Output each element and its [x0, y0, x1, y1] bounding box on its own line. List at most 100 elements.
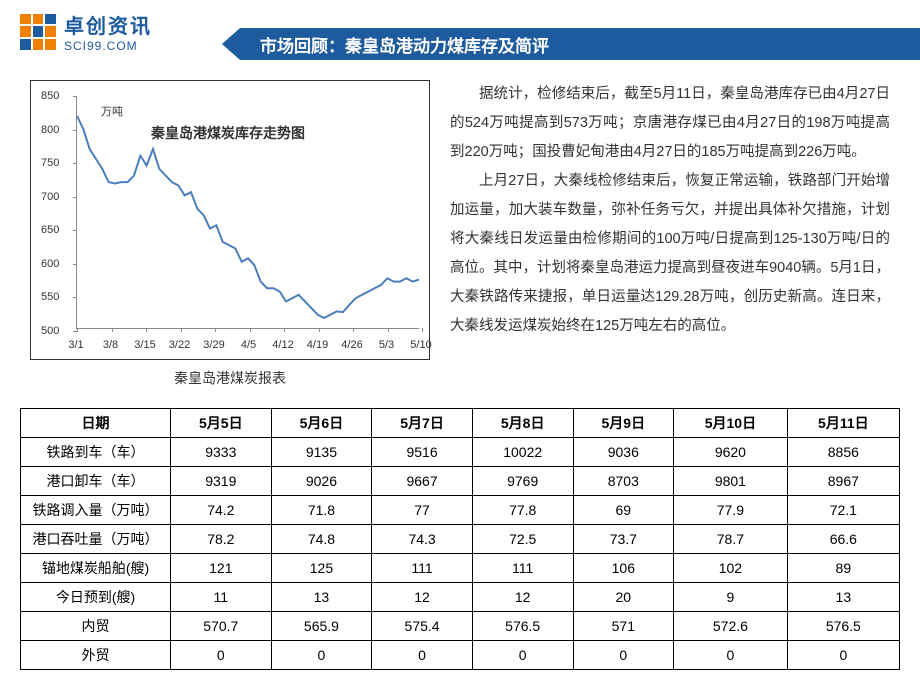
table-row: 铁路到车（车）93339135951610022903696208856 [21, 438, 900, 467]
table-cell: 0 [472, 641, 573, 670]
table-header-cell: 5月11日 [787, 409, 899, 438]
table-cell: 9135 [271, 438, 372, 467]
table-row: 外贸0000000 [21, 641, 900, 670]
x-axis-label: 3/8 [103, 339, 118, 351]
table-cell: 111 [472, 554, 573, 583]
table-row: 锚地煤炭船舶(艘)12112511111110610289 [21, 554, 900, 583]
table-cell: 9 [674, 583, 788, 612]
table-row: 港口卸车（车）9319902696679769870398018967 [21, 467, 900, 496]
table-cell: 13 [787, 583, 899, 612]
table-cell: 565.9 [271, 612, 372, 641]
table-cell: 102 [674, 554, 788, 583]
table-cell: 20 [573, 583, 674, 612]
chart-section: 万吨 秦皇岛港煤炭库存走势图 5005506006507007508008503… [30, 80, 430, 388]
table-cell: 72.1 [787, 496, 899, 525]
table-cell: 0 [171, 641, 272, 670]
table-cell: 0 [573, 641, 674, 670]
logo: 卓创资讯 SCI99.COM [20, 10, 152, 53]
table-cell: 8967 [787, 467, 899, 496]
table-row-label: 铁路到车（车） [21, 438, 171, 467]
table-cell: 72.5 [472, 525, 573, 554]
table-cell: 106 [573, 554, 674, 583]
y-axis-label: 500 [41, 325, 59, 337]
table-cell: 8703 [573, 467, 674, 496]
x-axis-label: 3/29 [203, 339, 224, 351]
x-axis-label: 3/22 [169, 339, 190, 351]
table-cell: 9801 [674, 467, 788, 496]
table-row: 铁路调入量（万吨）74.271.87777.86977.972.1 [21, 496, 900, 525]
table-cell: 78.7 [674, 525, 788, 554]
table-header-cell: 5月8日 [472, 409, 573, 438]
table-cell: 572.6 [674, 612, 788, 641]
table-cell: 9026 [271, 467, 372, 496]
x-axis-label: 5/3 [379, 339, 394, 351]
x-axis-label: 4/19 [307, 339, 328, 351]
table-cell: 12 [372, 583, 473, 612]
table-cell: 74.2 [171, 496, 272, 525]
table-cell: 576.5 [472, 612, 573, 641]
table-cell: 74.3 [372, 525, 473, 554]
table-cell: 9769 [472, 467, 573, 496]
x-axis-label: 4/12 [272, 339, 293, 351]
y-axis-label: 850 [41, 90, 59, 102]
table-cell: 9333 [171, 438, 272, 467]
table-cell: 78.2 [171, 525, 272, 554]
table-cell: 77.8 [472, 496, 573, 525]
table-cell: 11 [171, 583, 272, 612]
table-cell: 13 [271, 583, 372, 612]
table-row-label: 今日预到(艘) [21, 583, 171, 612]
table-cell: 9667 [372, 467, 473, 496]
chart-caption: 秦皇岛港煤炭报表 [30, 368, 430, 388]
table-row-label: 锚地煤炭船舶(艘) [21, 554, 171, 583]
table-header-cell: 5月6日 [271, 409, 372, 438]
chart-line-svg [77, 96, 419, 328]
table-cell: 111 [372, 554, 473, 583]
table-cell: 9319 [171, 467, 272, 496]
x-axis-label: 5/10 [410, 339, 431, 351]
table-row-label: 港口卸车（车） [21, 467, 171, 496]
table-cell: 0 [372, 641, 473, 670]
data-table: 日期5月5日5月6日5月7日5月8日5月9日5月10日5月11日 铁路到车（车）… [20, 408, 900, 670]
table-row: 港口吞吐量（万吨）78.274.874.372.573.778.766.6 [21, 525, 900, 554]
table-cell: 77.9 [674, 496, 788, 525]
table-cell: 71.8 [271, 496, 372, 525]
chart-box: 万吨 秦皇岛港煤炭库存走势图 5005506006507007508008503… [30, 80, 430, 360]
paragraph-1: 据统计，检修结束后，截至5月11日，秦皇岛港库存已由4月27日的524万吨提高到… [450, 80, 890, 167]
table-cell: 0 [271, 641, 372, 670]
table-cell: 570.7 [171, 612, 272, 641]
paragraph-2: 上月27日，大秦线检修结束后，恢复正常运输，铁路部门开始增加运量，加大装车数量，… [450, 167, 890, 341]
table-cell: 9620 [674, 438, 788, 467]
text-section: 据统计，检修结束后，截至5月11日，秦皇岛港库存已由4月27日的524万吨提高到… [450, 80, 890, 388]
table-header-cell: 5月9日 [573, 409, 674, 438]
table-row-label: 港口吞吐量（万吨） [21, 525, 171, 554]
logo-en-text: SCI99.COM [64, 39, 152, 53]
table-cell: 73.7 [573, 525, 674, 554]
y-axis-label: 700 [41, 191, 59, 203]
table-cell: 9516 [372, 438, 473, 467]
table-cell: 77 [372, 496, 473, 525]
y-axis-label: 550 [41, 291, 59, 303]
table-row-label: 铁路调入量（万吨） [21, 496, 171, 525]
table-row: 今日预到(艘)1113121220913 [21, 583, 900, 612]
header: 卓创资讯 SCI99.COM 市场回顾：秦皇岛港动力煤库存及简评 [0, 0, 920, 60]
table-body: 铁路到车（车）93339135951610022903696208856港口卸车… [21, 438, 900, 670]
table-row-label: 外贸 [21, 641, 171, 670]
y-axis-label: 750 [41, 157, 59, 169]
logo-icon [20, 14, 56, 50]
x-axis-label: 4/5 [241, 339, 256, 351]
y-axis-label: 800 [41, 124, 59, 136]
table-header-cell: 5月10日 [674, 409, 788, 438]
table-cell: 571 [573, 612, 674, 641]
table-cell: 12 [472, 583, 573, 612]
y-axis-label: 600 [41, 258, 59, 270]
chart-plot-area [76, 96, 419, 329]
content-area: 万吨 秦皇岛港煤炭库存走势图 5005506006507007508008503… [0, 60, 920, 398]
table-cell: 89 [787, 554, 899, 583]
table-cell: 121 [171, 554, 272, 583]
table-cell: 66.6 [787, 525, 899, 554]
title-bar: 市场回顾：秦皇岛港动力煤库存及简评 [240, 28, 920, 60]
x-axis-label: 3/15 [134, 339, 155, 351]
x-axis-label: 3/1 [68, 339, 83, 351]
table-header-cell: 日期 [21, 409, 171, 438]
table-header-row: 日期5月5日5月6日5月7日5月8日5月9日5月10日5月11日 [21, 409, 900, 438]
